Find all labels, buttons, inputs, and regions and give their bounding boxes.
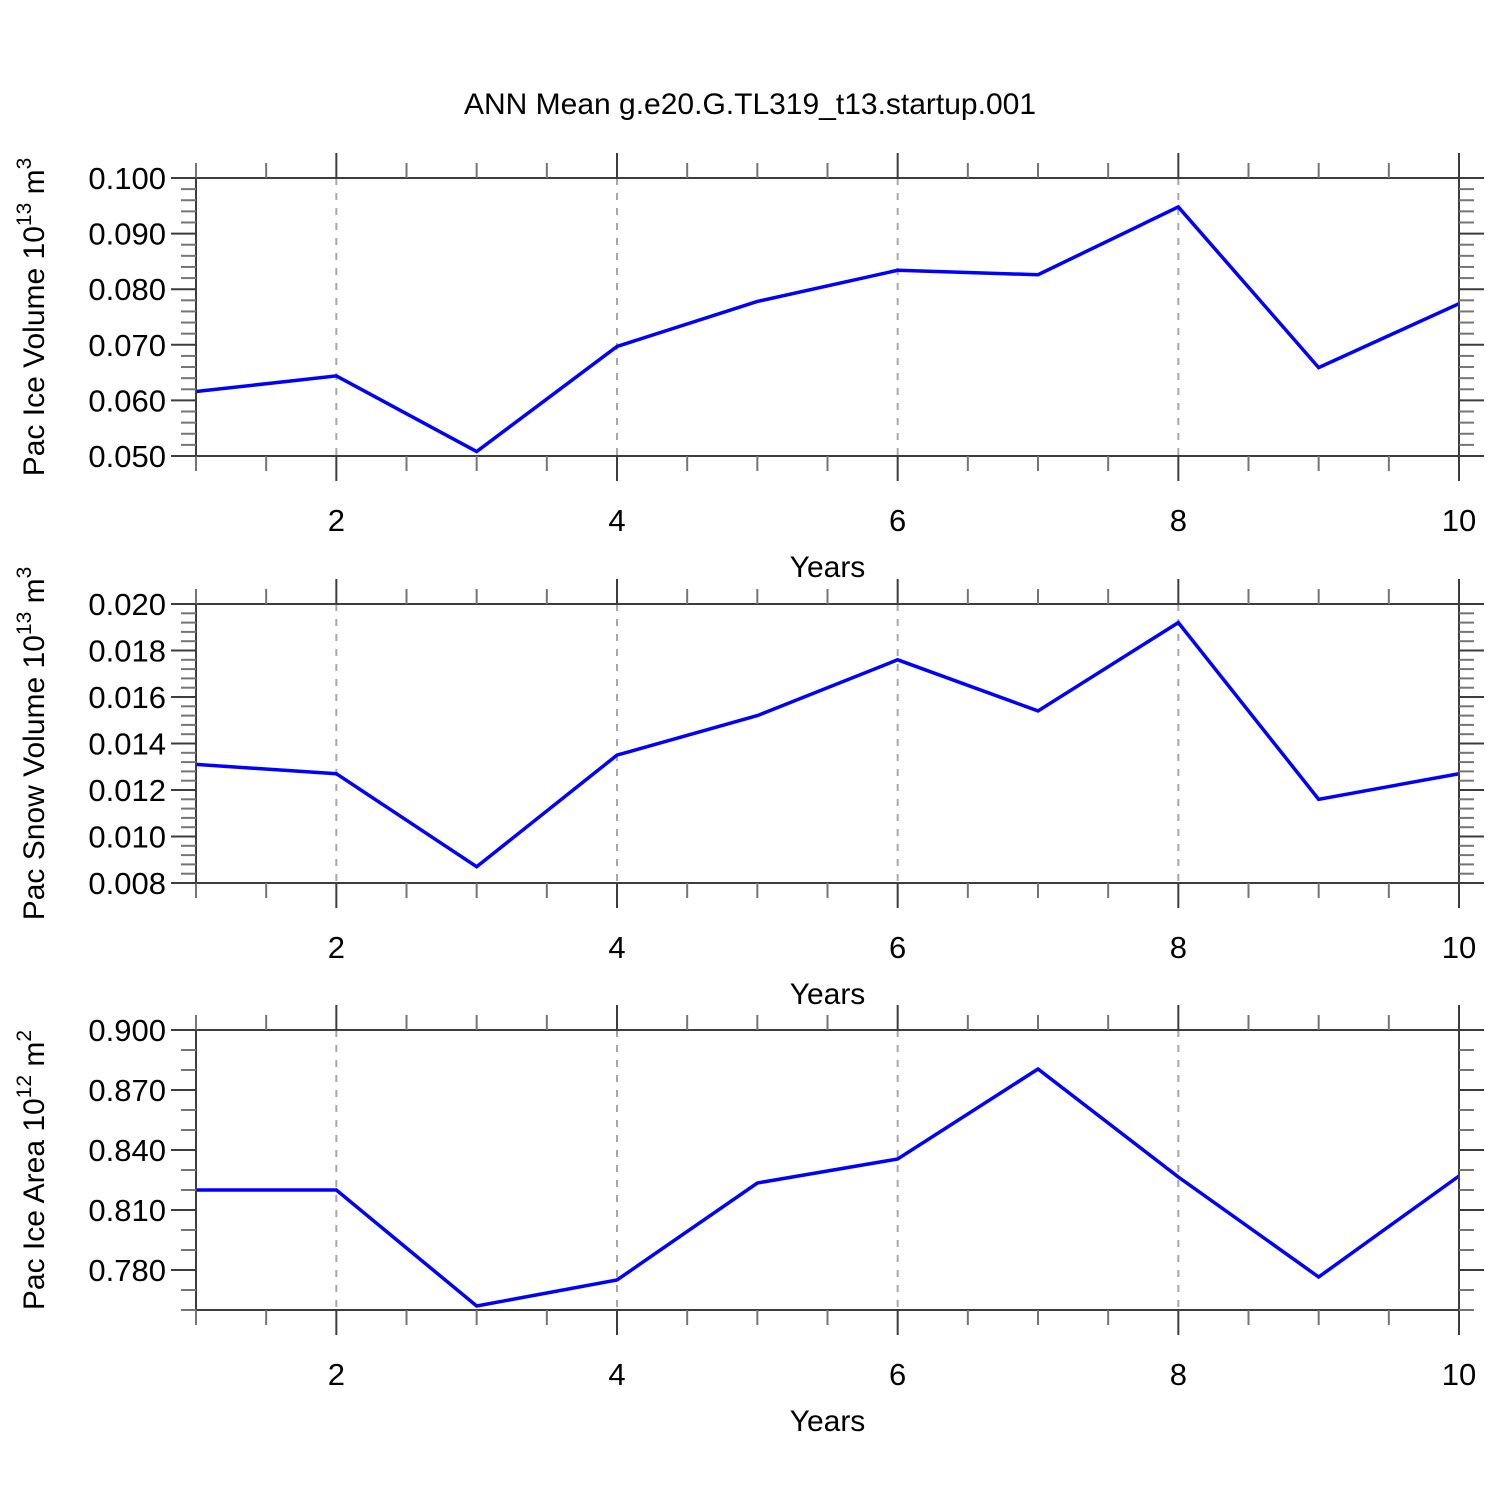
panel-1: 2 4 6 8 10 Years 0.050 0.060 0.070 0.080 0.090 0.10… bbox=[13, 153, 1484, 584]
x-tick-label: 2 bbox=[328, 1357, 345, 1392]
y-tick-label: 0.810 bbox=[88, 1193, 166, 1228]
y-tick-label: 0.012 bbox=[88, 773, 166, 808]
y-tick-label: 0.016 bbox=[88, 680, 166, 715]
x-tick-label: 8 bbox=[1170, 1357, 1187, 1392]
data-line bbox=[195, 620, 1460, 869]
x-tick-label: 6 bbox=[889, 1357, 906, 1392]
x-tick-label: 8 bbox=[1170, 503, 1187, 538]
y-axis-label: Pac Ice Area 1012 m2 bbox=[13, 1030, 51, 1310]
x-tick-label: 6 bbox=[889, 930, 906, 965]
y-tick-label: 0.014 bbox=[88, 727, 166, 762]
y-tick-label: 0.050 bbox=[88, 439, 166, 474]
y-tick-label: 0.080 bbox=[88, 272, 166, 307]
y-tick-label: 0.900 bbox=[88, 1013, 166, 1048]
plot-border bbox=[195, 177, 1460, 457]
x-tick-label: 2 bbox=[328, 930, 345, 965]
x-tick-label: 2 bbox=[328, 503, 345, 538]
y-axis-label: Pac Ice Volume 1013 m3 bbox=[13, 158, 51, 477]
y-tick-label: 0.780 bbox=[88, 1253, 166, 1288]
y-tick-label: 0.090 bbox=[88, 217, 166, 252]
x-tick-label: 4 bbox=[608, 503, 625, 538]
x-tick-label: 10 bbox=[1442, 930, 1476, 965]
y-tick-label: 0.070 bbox=[88, 328, 166, 363]
x-tick-label: 10 bbox=[1442, 1357, 1476, 1392]
y-tick-label: 0.008 bbox=[88, 866, 166, 901]
y-tick-label: 0.870 bbox=[88, 1073, 166, 1108]
chart-title: ANN Mean g.e20.G.TL319_t13.startup.001 bbox=[463, 88, 1037, 121]
x-axis-label: Years bbox=[790, 978, 866, 1011]
y-tick-label: 0.100 bbox=[88, 161, 166, 196]
y-tick-label: 0.840 bbox=[88, 1133, 166, 1168]
x-axis-label: Years bbox=[790, 1405, 866, 1438]
plot-border bbox=[195, 603, 1460, 884]
panel-2: 2 4 6 8 10 Years 0.008 0.010 0.012 0.014 0.016 0.01… bbox=[13, 567, 1484, 1011]
x-tick-label: 4 bbox=[608, 930, 625, 965]
data-line bbox=[195, 204, 1460, 454]
x-tick-label: 6 bbox=[889, 503, 906, 538]
y-tick-label: 0.020 bbox=[88, 587, 166, 622]
y-tick-label: 0.010 bbox=[88, 820, 166, 855]
y-tick-label: 0.018 bbox=[88, 634, 166, 669]
x-tick-label: 8 bbox=[1170, 930, 1187, 965]
data-line bbox=[196, 1066, 1461, 1308]
x-tick-label: 4 bbox=[608, 1357, 625, 1392]
x-axis-label: Years bbox=[790, 551, 866, 584]
panel-3: 2 4 6 8 10 Years 0.780 0.810 0.840 0.870 0.900 Pac … bbox=[13, 1005, 1484, 1438]
x-tick-label: 10 bbox=[1442, 503, 1476, 538]
y-tick-label: 0.060 bbox=[88, 383, 166, 418]
y-axis-label: Pac Snow Volume 1013 m3 bbox=[13, 567, 51, 921]
